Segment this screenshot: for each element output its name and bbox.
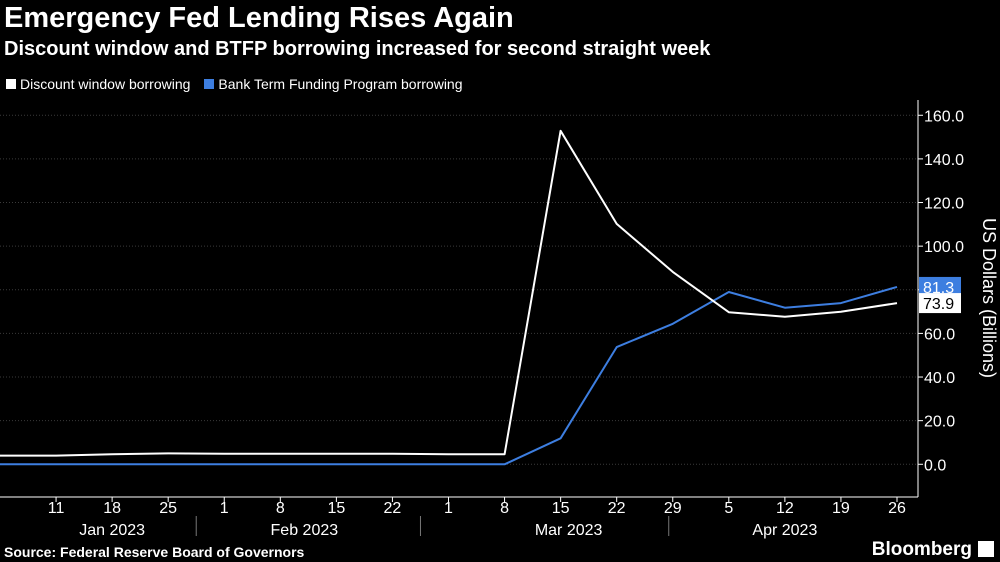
x-tick-label: 1	[444, 500, 453, 517]
legend-item-btfp: Bank Term Funding Program borrowing	[204, 76, 463, 92]
end-label-box-discount	[919, 293, 961, 314]
x-tick-label: 22	[608, 500, 626, 517]
end-label-discount: 73.9	[923, 296, 954, 313]
legend-label-btfp: Bank Term Funding Program borrowing	[218, 76, 463, 92]
y-tick-label: 0.0	[924, 457, 946, 474]
x-tick-label: 18	[103, 500, 121, 517]
month-label: Apr 2023	[752, 522, 817, 539]
x-tick-label: 15	[552, 500, 570, 517]
x-tick-label: 29	[664, 500, 682, 517]
x-tick-label: 8	[500, 500, 509, 517]
series-line-btfp	[0, 285, 898, 466]
month-label: Jan 2023	[79, 522, 145, 539]
y-tick-label: 160.0	[924, 108, 964, 125]
end-label-box-btfp	[919, 276, 961, 297]
x-tick-label: 12	[776, 500, 794, 517]
y-tick-label: 40.0	[924, 370, 955, 387]
legend-swatch-btfp	[204, 79, 215, 89]
y-tick-label: 60.0	[924, 326, 955, 343]
y-tick-label: 20.0	[924, 414, 955, 431]
x-tick-label: 11	[48, 500, 65, 517]
chart-plot: 160.0140.0120.0100.080.060.040.020.00.01…	[0, 100, 999, 539]
y-tick-label: 100.0	[924, 239, 964, 256]
chart-subtitle: Discount window and BTFP borrowing incre…	[4, 38, 711, 60]
legend-swatch-discount	[6, 79, 16, 89]
x-tick-label: 15	[327, 500, 345, 517]
legend-label-discount: Discount window borrowing	[20, 76, 191, 92]
y-tick-label: 120.0	[924, 196, 964, 213]
x-tick-label: 8	[276, 500, 285, 517]
chart-title: Emergency Fed Lending Rises Again	[4, 2, 514, 34]
x-tick-label: 5	[724, 500, 733, 517]
y-axis-label: US Dollars (Billions)	[979, 218, 999, 378]
source-note: Source: Federal Reserve Board of Governo…	[4, 544, 305, 560]
legend-item-discount: Discount window borrowing	[6, 76, 190, 92]
y-tick-label: 140.0	[924, 152, 964, 169]
month-label: Feb 2023	[271, 522, 339, 539]
brand-mark-icon	[978, 541, 994, 557]
month-label: Mar 2023	[535, 522, 603, 539]
x-tick-label: 22	[384, 500, 402, 517]
x-tick-label: 19	[832, 500, 850, 517]
end-label-btfp: 81.3	[923, 280, 954, 297]
series-line-discount	[0, 129, 898, 457]
x-tick-label: 25	[159, 500, 177, 517]
x-tick-label: 1	[220, 500, 229, 517]
x-tick-label: 26	[888, 500, 906, 517]
brand-logo: Bloomberg	[871, 539, 972, 560]
chart-legend: Discount window borrowing Bank Term Fund…	[6, 76, 463, 92]
